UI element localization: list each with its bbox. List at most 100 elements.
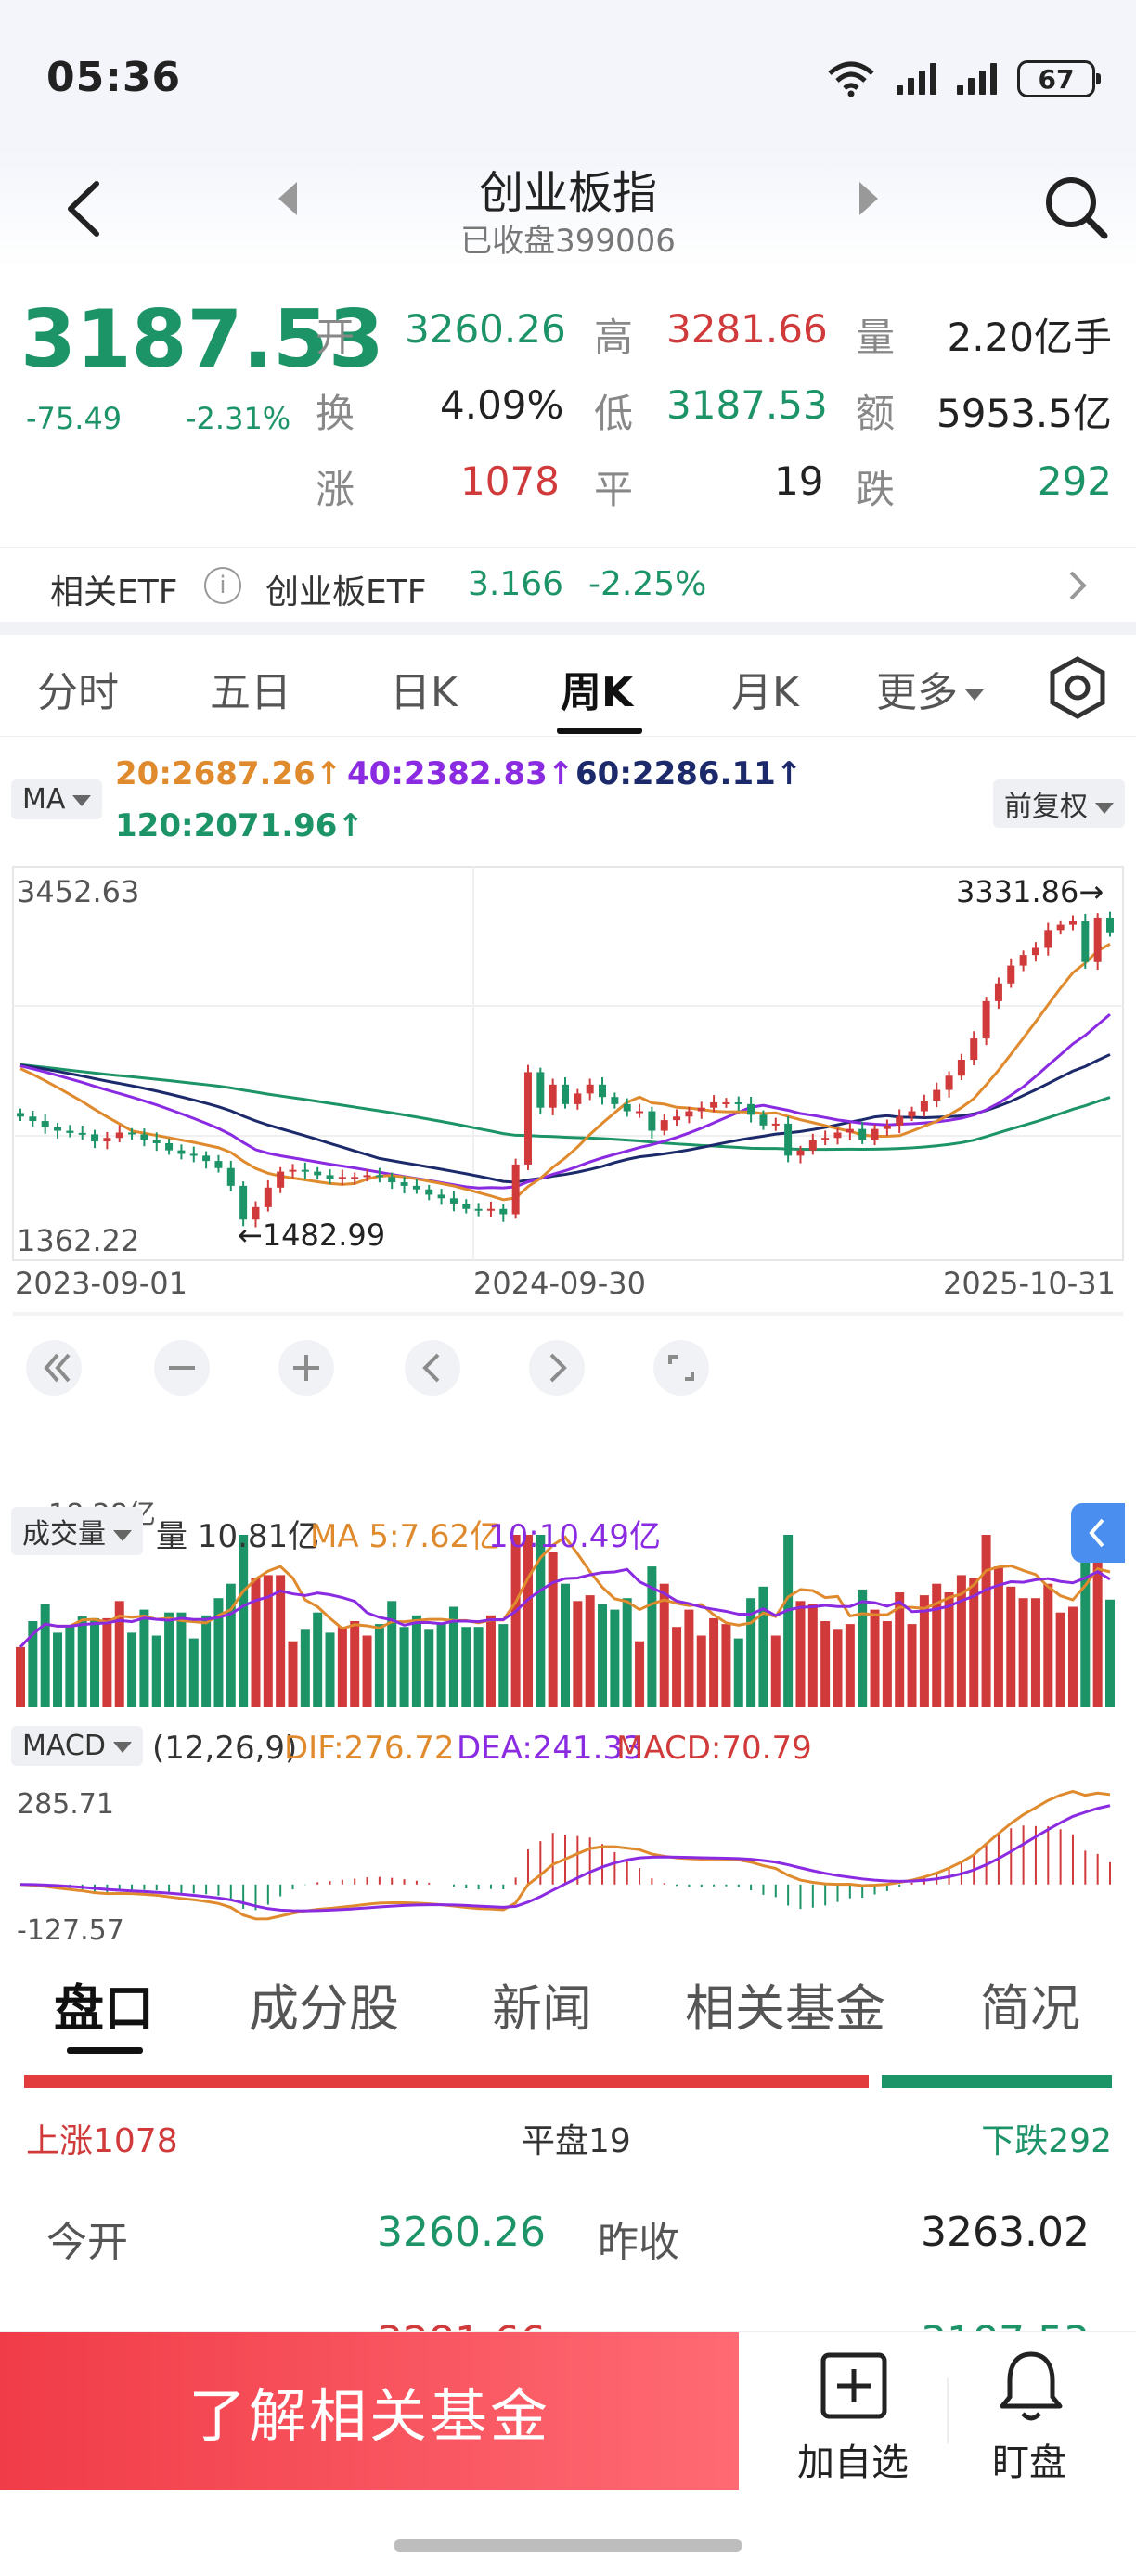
volume-bar	[647, 1566, 657, 1707]
tab-constituents[interactable]: 成分股	[249, 1979, 399, 2038]
chevron-down-icon	[1095, 802, 1114, 814]
kline-chart[interactable]: 3452.63 1362.22 3331.86→ ←1482.99 2023-0…	[0, 737, 1136, 1943]
detail-value: 3260.26	[377, 2209, 546, 2256]
tab-more[interactable]: 更多	[876, 659, 984, 718]
zoom-out-button[interactable]	[154, 1340, 210, 1396]
volume-bar	[28, 1621, 38, 1707]
tab-more-label: 更多	[876, 669, 958, 716]
volume-bar	[498, 1624, 509, 1707]
candle	[66, 1125, 74, 1138]
monitor-button[interactable]: 盯盘	[941, 2332, 1117, 2490]
macd-selector[interactable]: MACD	[11, 1726, 143, 1766]
candle	[486, 1201, 495, 1217]
gear-icon[interactable]	[1043, 653, 1112, 722]
volume-bar	[1030, 1598, 1040, 1707]
volume-bar	[1018, 1598, 1028, 1707]
volume-bar	[820, 1621, 831, 1707]
candle	[277, 1166, 285, 1193]
volume-bar	[448, 1606, 458, 1707]
macd-dea: DEA:241.33	[457, 1730, 643, 1767]
y-axis-min: 1362.22	[17, 1223, 139, 1258]
volume-bar	[424, 1629, 434, 1707]
tab-news[interactable]: 新闻	[492, 1979, 592, 2038]
volume-bar	[288, 1641, 298, 1707]
bell-icon	[1000, 2351, 1063, 2421]
tab-overview[interactable]: 简况	[980, 1979, 1080, 2038]
volume-selector[interactable]: 成交量	[11, 1507, 143, 1555]
back-arrow-icon[interactable]	[54, 176, 119, 241]
volume-bar	[213, 1598, 224, 1707]
learn-funds-button[interactable]: 了解相关基金	[0, 2332, 739, 2490]
up-summary: 上涨1078	[26, 2122, 178, 2160]
tab-related-funds[interactable]: 相关基金	[685, 1979, 885, 2038]
scroll-left-button[interactable]	[405, 1340, 460, 1396]
scroll-right-button[interactable]	[529, 1340, 585, 1396]
candle	[982, 997, 990, 1046]
volume-bar	[239, 1535, 249, 1707]
volume-bar	[932, 1583, 942, 1707]
next-index-arrow[interactable]	[859, 182, 878, 215]
candle	[152, 1132, 161, 1152]
volume-bar	[90, 1617, 100, 1707]
prev-index-arrow[interactable]	[278, 182, 297, 215]
candle	[54, 1122, 62, 1139]
ma20-value: 20:2687.26↑	[115, 755, 342, 792]
tab-monthly-k[interactable]: 月K	[731, 669, 799, 716]
fast-back-button[interactable]	[26, 1340, 82, 1396]
macd-selector-label: MACD	[22, 1730, 106, 1762]
ma-selector[interactable]: MA	[11, 779, 103, 819]
volume-bar	[783, 1535, 794, 1707]
candle	[140, 1128, 148, 1147]
detail-label: 今开	[46, 2219, 128, 2266]
candle	[29, 1110, 37, 1127]
field-label: 开	[316, 315, 355, 360]
field-label: 额	[856, 391, 896, 436]
candle	[128, 1127, 136, 1140]
down-summary: 下跌292	[981, 2122, 1112, 2160]
tab-order-book[interactable]: 盘口	[54, 1979, 154, 2038]
volume-bar	[350, 1621, 360, 1707]
chevron-down-icon	[965, 689, 984, 701]
volume-bar	[65, 1625, 75, 1707]
adjust-mode-selector[interactable]: 前复权	[993, 779, 1125, 828]
volume-bar	[944, 1592, 954, 1707]
candle	[933, 1082, 941, 1108]
add-watchlist-button[interactable]: 加自选	[765, 2332, 941, 2490]
volume-bar	[176, 1612, 187, 1707]
active-tab-indicator	[557, 728, 642, 734]
candle	[388, 1172, 396, 1190]
volume-bar	[523, 1535, 533, 1707]
volume-bar	[709, 1617, 719, 1707]
tab-five-day[interactable]: 五日	[210, 669, 291, 716]
candle	[759, 1110, 768, 1130]
max-price-mark: 3331.86→	[956, 874, 1104, 909]
related-etf-row[interactable]: 相关ETF i 创业板ETF 3.166 -2.25%	[0, 547, 1136, 622]
candle	[449, 1191, 458, 1212]
volume-ma5-line	[19, 1535, 1111, 1648]
tab-daily-k[interactable]: 日K	[390, 669, 458, 716]
candle	[1044, 922, 1052, 956]
y-axis-max: 3452.63	[17, 874, 139, 909]
candle	[511, 1158, 520, 1219]
volume-bar	[151, 1635, 161, 1707]
volume-bar	[536, 1535, 546, 1707]
battery-level: 67	[1038, 63, 1075, 95]
candle	[103, 1131, 111, 1150]
status-bar: 05:36 67	[0, 0, 1136, 148]
candle	[289, 1164, 297, 1179]
collapse-panel-button[interactable]	[1071, 1503, 1125, 1563]
tab-weekly-k[interactable]: 周K	[561, 669, 634, 716]
ma60-value: 60:2286.11↑	[575, 755, 803, 792]
search-icon[interactable]	[1039, 171, 1110, 241]
tab-intraday[interactable]: 分时	[37, 669, 119, 716]
ma40-value: 40:2382.83↑	[347, 755, 574, 792]
zoom-in-button[interactable]	[278, 1340, 334, 1396]
info-icon[interactable]: i	[204, 567, 241, 604]
candle	[1019, 950, 1027, 972]
last-price: 3187.53	[20, 293, 384, 386]
ma120-value: 120:2071.96↑	[115, 807, 364, 844]
candle	[858, 1121, 867, 1144]
fullscreen-button[interactable]	[653, 1340, 709, 1396]
wifi-icon	[828, 61, 874, 97]
home-indicator[interactable]	[394, 2539, 742, 2552]
